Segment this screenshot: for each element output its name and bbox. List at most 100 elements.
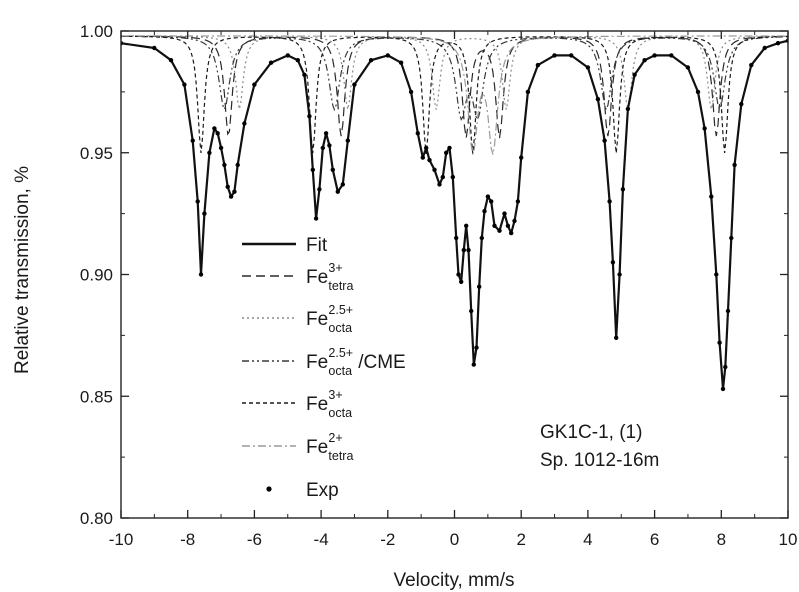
x-tick-label: -2 [380, 530, 395, 549]
y-tick-label: 0.85 [80, 387, 113, 406]
exp-point [323, 131, 329, 136]
exp-point [310, 167, 315, 172]
exp-point [729, 235, 734, 241]
exp-point [685, 65, 691, 70]
exp-point [762, 45, 767, 51]
exp-point [202, 211, 207, 216]
exp-point [625, 106, 631, 112]
exp-point [268, 60, 274, 65]
x-tick-label: 2 [516, 530, 525, 549]
exp-point [775, 41, 781, 46]
exp-point [352, 82, 357, 87]
exp-point [709, 194, 714, 199]
exp-point [610, 260, 616, 265]
exp-point [620, 187, 626, 192]
exp-point [307, 114, 312, 119]
y-axis-label: Relative transmission, % [12, 166, 33, 374]
exp-point [345, 138, 350, 143]
x-tick-label: -8 [180, 530, 195, 549]
exp-point [474, 345, 479, 350]
x-tick-label: 8 [717, 530, 726, 549]
x-tick-label: -6 [247, 530, 262, 549]
legend-label-7: Exp [306, 480, 339, 501]
exp-point [497, 228, 502, 233]
exp-point [408, 89, 414, 95]
exp-point [477, 284, 482, 289]
y-tick-label: 1.00 [80, 22, 113, 41]
exp-point [723, 364, 728, 370]
x-tick-label: 4 [583, 530, 592, 549]
exp-point [479, 235, 484, 241]
sample-annotation-line1: GK1C-1, (1) [540, 422, 642, 443]
exp-point [456, 272, 461, 277]
exp-point [492, 223, 497, 228]
exp-point [505, 223, 511, 228]
exp-point [285, 53, 290, 58]
exp-point [519, 155, 524, 160]
legend-label-2: Fe3+ tetra [306, 261, 353, 293]
component-line-2 [121, 35, 788, 110]
exp-point [368, 58, 374, 63]
exp-point [317, 187, 322, 192]
legend-label-4: Fe2.5+ octa/CME [306, 346, 406, 378]
exp-point [190, 138, 195, 143]
exp-point [454, 235, 459, 241]
exp-point [642, 58, 647, 63]
exp-point [669, 53, 674, 58]
exp-point [440, 174, 445, 180]
exp-point [469, 308, 474, 314]
exp-point [152, 45, 157, 51]
exp-point [212, 126, 217, 131]
exp-point [569, 53, 574, 58]
x-tick-label: 10 [779, 530, 798, 549]
x-tick-label: 6 [650, 530, 659, 549]
exp-point [512, 218, 517, 224]
exp-point [228, 194, 234, 199]
exp-point [461, 247, 466, 253]
legend-label-1: Fit [306, 235, 328, 256]
exp-point [385, 53, 390, 58]
exp-point [502, 211, 507, 216]
exp-point [195, 199, 200, 204]
exp-point [471, 362, 476, 367]
exp-point [466, 247, 471, 253]
exp-point [182, 82, 187, 87]
exp-point [607, 199, 612, 204]
exp-point [168, 58, 174, 63]
exp-point [398, 60, 404, 65]
exp-point [340, 182, 345, 187]
exp-point [242, 121, 247, 126]
exp-point [415, 131, 420, 136]
exp-point [420, 155, 425, 160]
component-line-5 [121, 35, 788, 155]
exp-point [232, 189, 237, 194]
exp-point [459, 279, 464, 284]
exp-point [207, 150, 212, 155]
exp-point [632, 72, 637, 78]
exp-point [717, 340, 722, 345]
exp-point [617, 272, 622, 277]
exp-point [489, 199, 494, 204]
x-tick-label: 0 [450, 530, 459, 549]
exp-point [482, 209, 487, 214]
exp-point [218, 145, 224, 151]
exp-point [427, 157, 432, 163]
legend-label-5: Fe3+ octa [306, 388, 352, 420]
exp-point [327, 143, 332, 148]
exp-point [509, 230, 514, 236]
x-axis-label: Velocity, mm/s [393, 570, 514, 591]
y-tick-label: 0.80 [80, 509, 113, 528]
exp-point [444, 150, 449, 155]
exp-point [215, 131, 220, 136]
legend-label-3: Fe2.5+ octa [306, 303, 353, 335]
axes: -10 -8 -6 -4 -2 0 2 4 6 8 10 0.80 0.85 0.90 0.95 1.00 [80, 22, 798, 549]
exp-point [198, 272, 204, 277]
exp-point [330, 167, 335, 172]
y-tick-label: 0.90 [80, 266, 113, 285]
exp-point [695, 89, 701, 95]
exp-point [535, 62, 541, 68]
exp-point [432, 167, 437, 172]
exp-point [235, 162, 240, 168]
component-line-3 [121, 35, 788, 121]
